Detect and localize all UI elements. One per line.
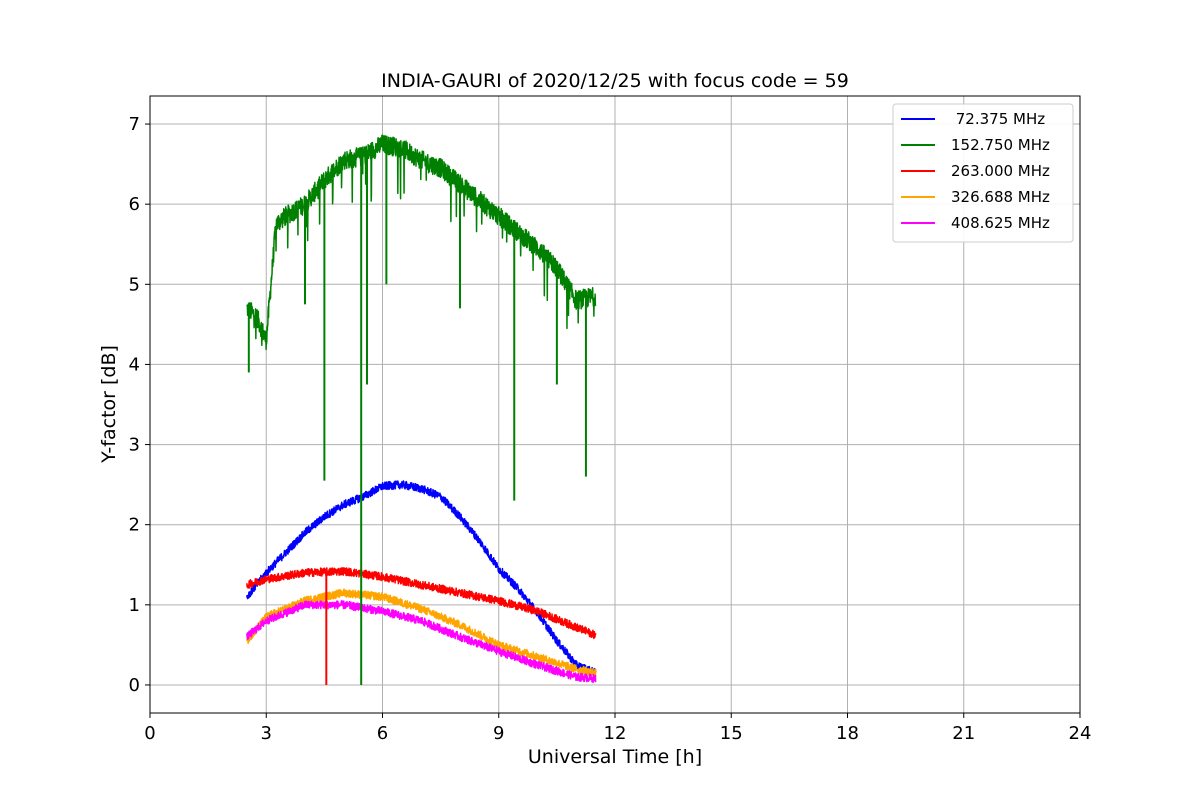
x-tick-label: 18 xyxy=(836,723,859,744)
legend-label: 72.375 MHz xyxy=(951,110,1045,128)
y-tick-label: 0 xyxy=(129,675,140,696)
y-tick-label: 7 xyxy=(129,114,140,135)
x-tick-label: 6 xyxy=(377,723,388,744)
y-tick-label: 6 xyxy=(129,194,140,215)
chart-title: INDIA-GAURI of 2020/12/25 with focus cod… xyxy=(381,70,849,92)
y-tick-label: 1 xyxy=(129,595,140,616)
y-tick-label: 2 xyxy=(129,515,140,536)
x-tick-label: 15 xyxy=(720,723,743,744)
legend-label: 408.625 MHz xyxy=(951,214,1050,232)
x-tick-label: 3 xyxy=(261,723,272,744)
legend-label: 263.000 MHz xyxy=(951,162,1050,180)
x-tick-label: 9 xyxy=(493,723,504,744)
y-tick-label: 5 xyxy=(129,274,140,295)
x-tick-label: 12 xyxy=(604,723,627,744)
series-line xyxy=(246,567,597,640)
legend-box xyxy=(892,103,1074,243)
series-layer xyxy=(246,134,597,685)
x-axis-label: Universal Time [h] xyxy=(528,746,702,768)
x-tick-label: 24 xyxy=(1069,723,1092,744)
legend-label: 326.688 MHz xyxy=(951,188,1050,206)
y-tick-label: 3 xyxy=(129,435,140,456)
series-line xyxy=(246,600,597,684)
y-axis-label: Y-factor [dB] xyxy=(98,345,120,464)
x-tick-label: 21 xyxy=(952,723,975,744)
y-tick-label: 4 xyxy=(129,354,140,375)
legend: 72.375 MHz 152.750 MHz 263.000 MHz 326.688 … xyxy=(892,103,1074,243)
legend-label: 152.750 MHz xyxy=(951,136,1050,154)
x-tick-label: 0 xyxy=(144,723,155,744)
series-line xyxy=(246,588,597,677)
